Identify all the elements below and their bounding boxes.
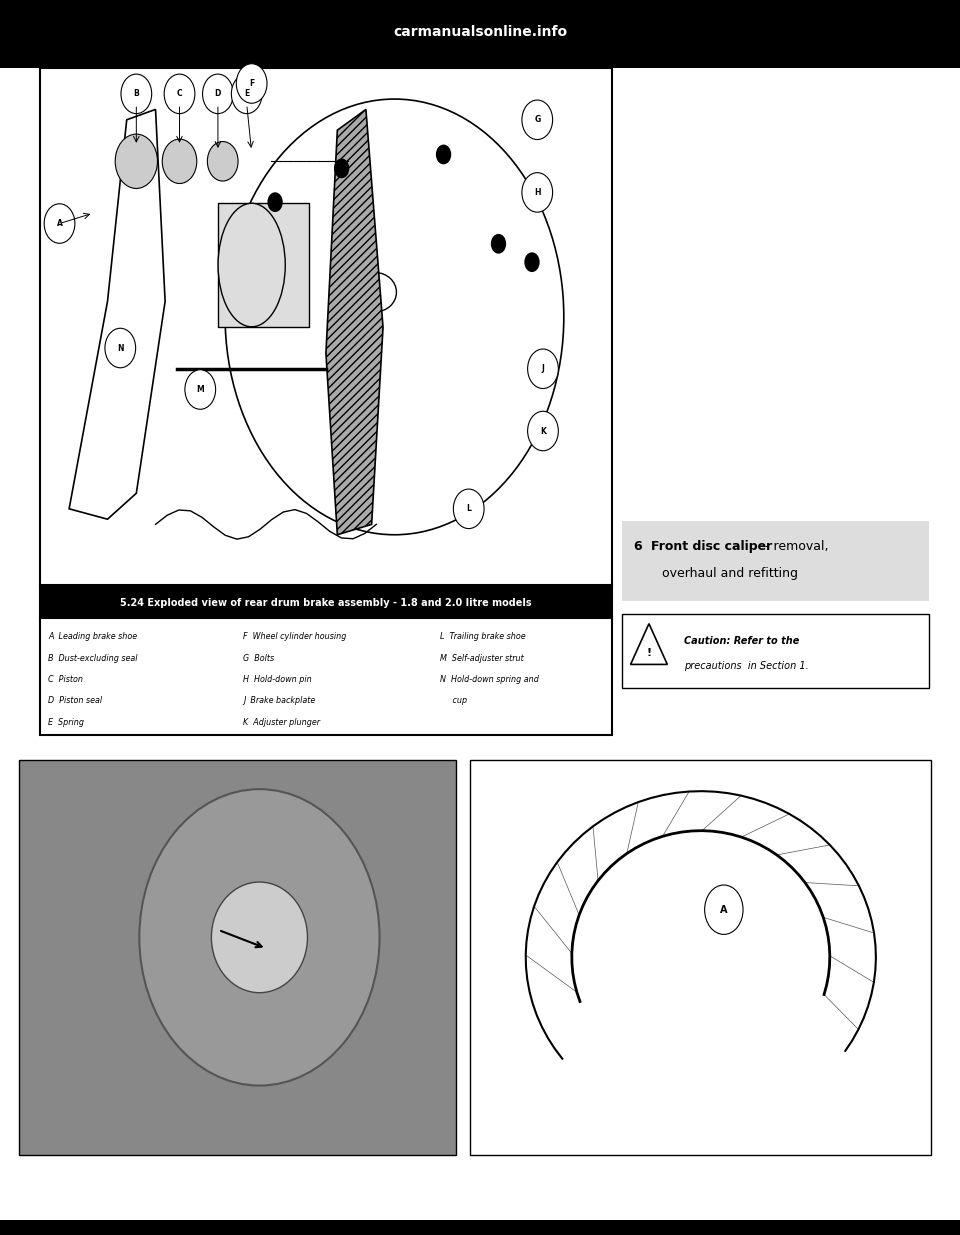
Text: A  Leading brake shoe: A Leading brake shoe	[48, 632, 137, 641]
FancyBboxPatch shape	[622, 614, 929, 688]
Text: - removal,: - removal,	[761, 540, 828, 553]
Bar	[218, 204, 309, 327]
Text: J  Brake backplate: J Brake backplate	[243, 697, 315, 705]
Circle shape	[203, 74, 233, 114]
Text: cup: cup	[440, 697, 468, 705]
Text: B: B	[133, 89, 139, 99]
Text: M: M	[197, 385, 204, 394]
Circle shape	[231, 74, 262, 114]
Text: !: !	[646, 648, 652, 658]
Circle shape	[162, 140, 197, 184]
FancyBboxPatch shape	[470, 760, 931, 1155]
FancyBboxPatch shape	[40, 618, 612, 735]
FancyBboxPatch shape	[40, 585, 612, 620]
Circle shape	[522, 100, 553, 140]
Polygon shape	[325, 110, 383, 535]
Ellipse shape	[211, 882, 307, 993]
Circle shape	[115, 135, 157, 189]
Text: K: K	[540, 426, 546, 436]
Circle shape	[436, 144, 451, 164]
Circle shape	[268, 193, 283, 212]
Text: E  Spring: E Spring	[48, 718, 84, 726]
Circle shape	[185, 369, 216, 409]
Text: Caution: Refer to the: Caution: Refer to the	[684, 636, 800, 646]
Text: M  Self-adjuster strut: M Self-adjuster strut	[440, 653, 524, 663]
Text: 5.24 Exploded view of rear drum brake assembly - 1.8 and 2.0 litre models: 5.24 Exploded view of rear drum brake as…	[120, 598, 532, 608]
Circle shape	[207, 142, 238, 182]
Text: C: C	[177, 89, 182, 99]
Circle shape	[528, 350, 559, 389]
Text: B  Dust-excluding seal: B Dust-excluding seal	[48, 653, 137, 663]
Text: N  Hold-down spring and: N Hold-down spring and	[440, 676, 539, 684]
Text: G  Bolts: G Bolts	[243, 653, 275, 663]
Circle shape	[453, 489, 484, 529]
Circle shape	[121, 74, 152, 114]
Polygon shape	[631, 624, 667, 664]
Circle shape	[491, 233, 506, 253]
Circle shape	[522, 173, 553, 212]
Text: A: A	[720, 905, 728, 915]
Text: precautions  in Section 1.: precautions in Section 1.	[684, 661, 809, 671]
Text: K  Adjuster plunger: K Adjuster plunger	[243, 718, 320, 726]
Text: L  Trailing brake shoe: L Trailing brake shoe	[440, 632, 526, 641]
Circle shape	[236, 64, 267, 104]
Text: D  Piston seal: D Piston seal	[48, 697, 102, 705]
Text: 6: 6	[634, 540, 651, 553]
Text: carmanualsonline.info: carmanualsonline.info	[393, 25, 567, 40]
Bar	[0, 0, 960, 68]
Circle shape	[524, 252, 540, 272]
Circle shape	[528, 411, 559, 451]
Text: G: G	[534, 115, 540, 125]
Text: overhaul and refitting: overhaul and refitting	[662, 567, 799, 580]
FancyBboxPatch shape	[622, 521, 929, 601]
Ellipse shape	[139, 789, 379, 1086]
FancyBboxPatch shape	[40, 68, 612, 587]
Text: E: E	[244, 89, 250, 99]
Text: Front disc caliper: Front disc caliper	[651, 540, 772, 553]
Text: C  Piston: C Piston	[48, 676, 83, 684]
Text: N: N	[117, 343, 124, 352]
Text: F: F	[249, 79, 254, 88]
Text: D: D	[215, 89, 221, 99]
Circle shape	[164, 74, 195, 114]
Circle shape	[334, 158, 349, 178]
Text: H: H	[534, 188, 540, 196]
Text: H  Hold-down pin: H Hold-down pin	[243, 676, 312, 684]
Circle shape	[105, 329, 135, 368]
Circle shape	[44, 204, 75, 243]
Ellipse shape	[218, 204, 285, 327]
Text: A: A	[57, 219, 62, 228]
Text: J: J	[541, 364, 544, 373]
Circle shape	[705, 885, 743, 935]
Bar	[0, 1220, 960, 1235]
Text: F  Wheel cylinder housing: F Wheel cylinder housing	[243, 632, 347, 641]
Text: L: L	[467, 504, 471, 514]
FancyBboxPatch shape	[19, 760, 456, 1155]
